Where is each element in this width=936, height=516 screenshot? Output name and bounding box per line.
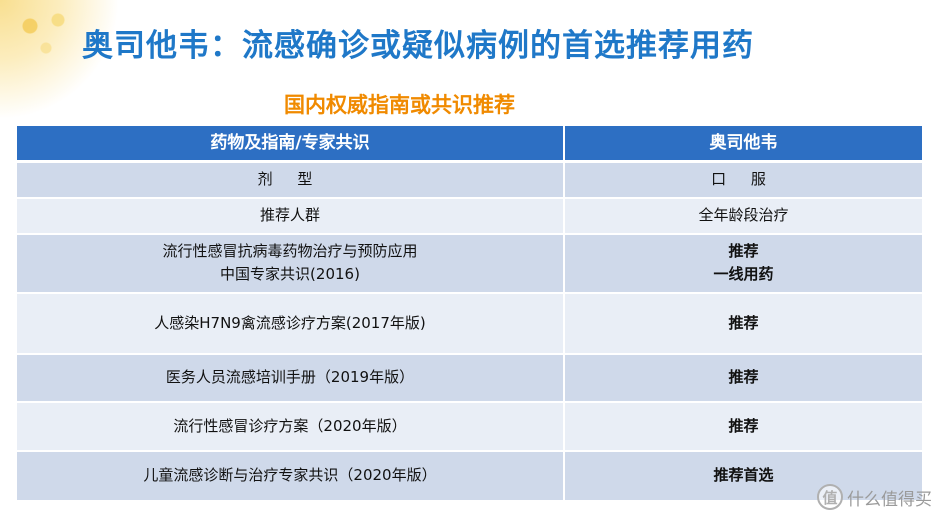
table-header-row: 药物及指南/专家共识 奥司他韦	[17, 126, 922, 163]
watermark-logo-icon: 值	[817, 484, 843, 510]
row-value: 推荐	[564, 401, 922, 452]
row-label-text: 剂 型	[257, 170, 323, 189]
row-value: 口 服	[564, 161, 922, 199]
row-value: 全年龄段治疗	[564, 197, 922, 235]
row-value-line: 一线用药	[713, 265, 774, 283]
row-label: 流行性感冒诊疗方案（2020年版）	[17, 401, 565, 452]
row-label-line: 中国专家共识(2016)	[220, 265, 360, 283]
row-label: 儿童流感诊断与治疗专家共识（2020年版）	[17, 450, 565, 502]
row-label-line: 流行性感冒抗病毒药物治疗与预防应用	[162, 242, 418, 260]
table-row: 儿童流感诊断与治疗专家共识（2020年版） 推荐首选	[17, 450, 922, 502]
row-value-text: 口 服	[711, 170, 776, 189]
row-label: 人感染H7N9禽流感诊疗方案(2017年版)	[17, 292, 565, 355]
row-value-line: 推荐	[728, 242, 759, 260]
row-value: 推荐	[564, 353, 922, 403]
table-row: 流行性感冒诊疗方案（2020年版） 推荐	[17, 401, 922, 452]
guideline-table: 药物及指南/专家共识 奥司他韦 剂 型 口 服 推荐人群 全年龄段治疗 流行性感…	[17, 126, 922, 502]
row-label: 医务人员流感培训手册（2019年版）	[17, 353, 565, 403]
header-guideline: 药物及指南/专家共识	[17, 126, 565, 163]
table-row: 剂 型 口 服	[17, 161, 922, 199]
row-label: 推荐人群	[17, 197, 565, 235]
row-label: 剂 型	[17, 161, 565, 199]
watermark-text: 什么值得买	[847, 489, 932, 510]
row-value: 推荐首选	[564, 450, 922, 502]
table-row: 人感染H7N9禽流感诊疗方案(2017年版) 推荐	[17, 292, 922, 355]
row-value: 推荐	[564, 292, 922, 355]
corner-dots-decoration	[10, 6, 80, 66]
table-row: 流行性感冒抗病毒药物治疗与预防应用 中国专家共识(2016) 推荐 一线用药	[17, 233, 922, 294]
page-subtitle: 国内权威指南或共识推荐	[284, 93, 515, 117]
table-row: 医务人员流感培训手册（2019年版） 推荐	[17, 353, 922, 403]
header-drug: 奥司他韦	[564, 126, 922, 163]
row-value: 推荐 一线用药	[564, 233, 922, 294]
table-row: 推荐人群 全年龄段治疗	[17, 197, 922, 235]
row-label: 流行性感冒抗病毒药物治疗与预防应用 中国专家共识(2016)	[17, 233, 565, 294]
page-title: 奥司他韦：流感确诊或疑似病例的首选推荐用药	[82, 28, 754, 64]
site-watermark: 值 什么值得买	[817, 484, 932, 510]
